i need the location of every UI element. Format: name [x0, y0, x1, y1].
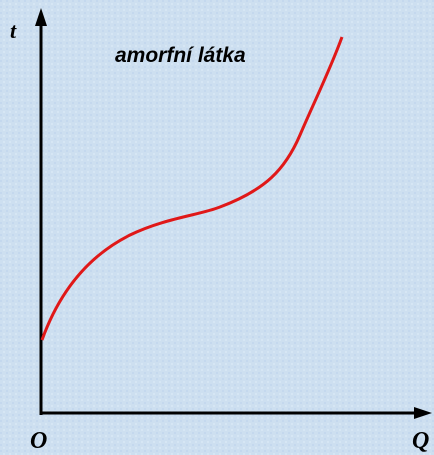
y-label: t	[10, 18, 17, 43]
title: amorfní látka	[115, 44, 246, 67]
origin-label: O	[30, 428, 47, 454]
y-arrow	[35, 8, 47, 26]
x-arrow	[414, 407, 432, 419]
curve	[40, 36, 344, 341]
x-label: Q	[412, 428, 429, 454]
